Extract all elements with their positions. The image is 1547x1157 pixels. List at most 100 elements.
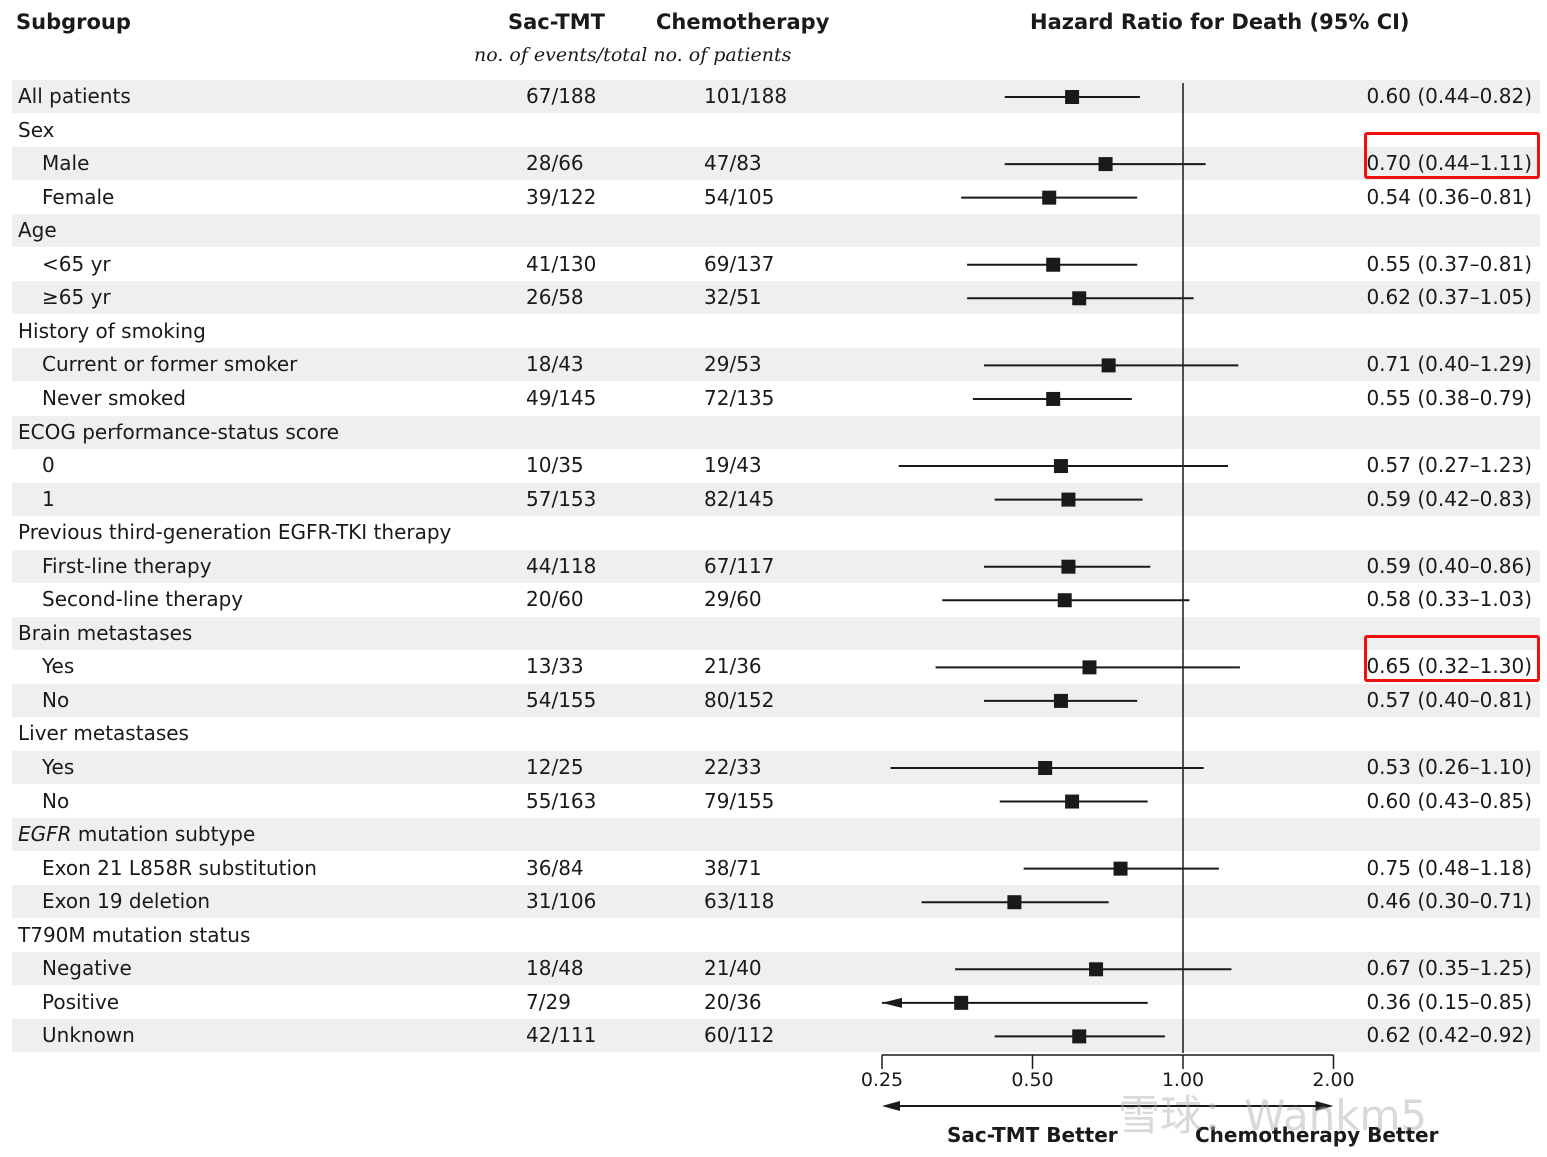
table-row: Second-line therapy 20/60 29/60 0.58 (0.33–… [12,583,1540,616]
sac-count: 41/130 [526,251,597,276]
hazard-ratio-ci: 0.59 (0.42–0.83) [1366,486,1532,511]
chemo-count: 80/152 [704,687,775,712]
subgroup-header-row: Brain metastases [12,616,1540,650]
sac-count: 13/33 [526,654,584,679]
hazard-ratio-point [1098,157,1113,172]
x-tick-label: 2.00 [1312,1069,1354,1091]
sac-count: 18/43 [526,352,584,377]
hazard-ratio-point [1065,90,1080,104]
sac-count: 67/188 [526,84,597,108]
table-row: Negative 18/48 21/40 0.67 (0.35–1.25) [12,952,1540,986]
x-tick-label: 1.00 [1162,1069,1204,1091]
table-row: Male 28/66 47/83 0.70 (0.44–1.11) [12,147,1540,181]
subgroup-label: Liver metastases [18,721,189,746]
hazard-ratio-ci: 0.75 (0.48–1.18) [1366,855,1532,880]
chemo-count: 101/188 [704,84,788,108]
chemo-count: 69/137 [704,251,775,276]
subgroup-header-row: Age [12,214,1540,248]
table-row: 0 10/35 19/43 0.57 (0.27–1.23) [12,449,1540,482]
table-row: ≥65 yr 26/58 32/51 0.62 (0.37–1.05) [12,281,1540,315]
hazard-ratio-point [1046,391,1061,406]
chemo-count: 32/51 [704,285,762,310]
chemo-count: 47/83 [704,151,762,176]
subgroup-label: Female [42,184,115,209]
highlight-box [1364,635,1540,683]
table-row: First-line therapy 44/118 67/117 0.59 (0.40… [12,549,1540,583]
subgroup-label: Yes [42,654,75,679]
sac-count: 20/60 [526,587,584,612]
hazard-ratio-ci: 0.60 (0.44–0.82) [1366,84,1532,108]
subgroup-label: EGFR mutation subtype [18,822,255,846]
subgroup-label: Second-line therapy [42,587,244,612]
sac-count: 57/153 [526,486,597,511]
hazard-ratio-ci: 0.55 (0.38–0.79) [1366,385,1532,410]
hazard-ratio-ci: 0.57 (0.27–1.23) [1366,453,1532,478]
table-row: Female 39/122 54/105 0.54 (0.36–0.81) [12,181,1540,214]
hazard-ratio-point [1046,257,1061,272]
subgroup-label: Current or former smoker [42,352,298,377]
sac-count: 26/58 [526,285,584,310]
table-row: No 55/163 79/155 0.60 (0.43–0.85) [12,785,1540,818]
hazard-ratio-ci: 0.54 (0.36–0.81) [1366,184,1532,209]
subgroup-label: History of smoking [18,318,206,343]
chemo-count: 67/117 [704,553,775,578]
sac-count: 10/35 [526,453,584,478]
subgroup-label: 0 [42,453,55,478]
hazard-ratio-ci: 0.53 (0.26–1.10) [1366,755,1532,779]
table-row: Unknown 42/111 60/112 0.62 (0.42–0.92) [12,1019,1540,1053]
table-row: Positive 7/29 20/36 0.36 (0.15–0.85) [12,986,1540,1019]
hazard-ratio-ci: 0.70 (0.44–1.11) [1366,151,1532,176]
sac-count: 36/84 [526,855,584,880]
chemo-count: 54/105 [704,184,775,209]
subgroup-label: T790M mutation status [18,922,251,947]
subgroup-label: Positive [42,989,120,1014]
hazard-ratio-ci: 0.46 (0.30–0.71) [1366,889,1532,914]
chemo-count: 63/118 [704,889,775,914]
hazard-ratio-point [1101,358,1116,373]
subgroup-label: Yes [42,755,75,779]
hazard-ratio-point [1082,660,1097,675]
table-row: 1 57/153 82/145 0.59 (0.42–0.83) [12,482,1540,516]
hazard-ratio-ci: 0.71 (0.40–1.29) [1366,352,1532,377]
chemo-count: 79/155 [704,788,775,813]
sac-count: 42/111 [526,1023,597,1048]
subgroup-label: Male [42,151,90,176]
chemo-count: 21/36 [704,654,762,679]
table-row: <65 yr 41/130 69/137 0.55 (0.37–0.81) [12,248,1540,281]
sac-count: 49/145 [526,385,597,410]
hazard-ratio-point [1072,291,1087,306]
table-row: Never smoked 49/145 72/135 0.55 (0.38–0.79) [12,382,1540,415]
left-arrowhead [882,1101,900,1111]
subgroup-label: Exon 19 deletion [42,889,211,914]
subgroup-label: First-line therapy [42,553,212,578]
hazard-ratio-point [1007,895,1022,910]
left-direction-label: Sac-TMT Better [947,1123,1118,1147]
hazard-ratio-ci: 0.59 (0.40–0.86) [1366,553,1532,578]
subgroup-header: Subgroup [16,10,131,34]
hazard-ratio-ci: 0.60 (0.43–0.85) [1366,788,1532,813]
hazard-ratio-point [1061,492,1076,507]
table-row: No 54/155 80/152 0.57 (0.40–0.81) [12,683,1540,717]
subgroup-label: Exon 21 L858R substitution [42,855,317,880]
hr-header: Hazard Ratio for Death (95% CI) [1030,10,1410,34]
subgroup-label: <65 yr [42,251,111,276]
chemo-count: 29/60 [704,587,762,612]
hazard-ratio-point [1053,459,1068,474]
hazard-ratio-ci: 0.55 (0.37–0.81) [1366,251,1532,276]
subgroup-header-row: Previous third-generation EGFR-TKI thera… [12,516,1540,549]
sac-count: 18/48 [526,956,584,981]
sac-count: 54/155 [526,687,597,712]
x-tick-label: 0.25 [861,1069,903,1091]
subgroup-label: ≥65 yr [42,285,111,310]
right-direction-label: Chemotherapy Better [1195,1123,1439,1147]
subgroup-label: Negative [42,956,132,981]
subgroup-header-row: History of smoking [12,315,1540,348]
hazard-ratio-point [1057,593,1072,608]
chemo-count: 19/43 [704,453,762,478]
subgroup-label: All patients [18,84,131,108]
table-row: Current or former smoker 18/43 29/53 0.71 (… [12,348,1540,382]
sac-count: 31/106 [526,889,597,914]
watermark: 雪球：Wankm5 [1118,1091,1428,1140]
chemo-count: 60/112 [704,1023,775,1048]
